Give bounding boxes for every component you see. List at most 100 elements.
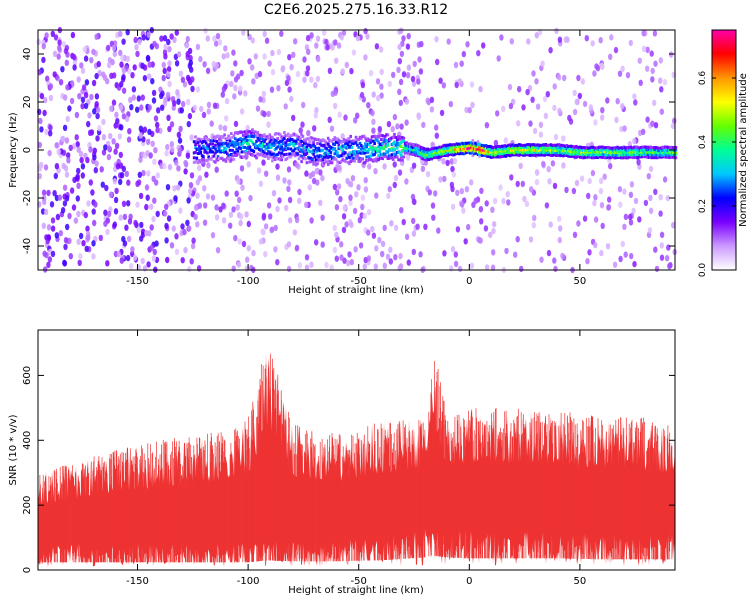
heatmap-ridge-cell xyxy=(257,138,261,142)
heatmap-cell xyxy=(187,112,193,120)
heatmap-cell xyxy=(124,170,129,178)
heatmap-ridge-cell xyxy=(585,149,589,153)
heatmap-cell xyxy=(562,74,567,82)
heatmap-cell xyxy=(453,251,458,258)
heatmap-cell xyxy=(397,169,403,176)
heatmap-cell xyxy=(42,109,47,117)
heatmap-ridge-cell xyxy=(482,151,485,155)
heatmap-ridge-cell xyxy=(231,148,234,152)
heatmap-cell xyxy=(152,197,157,204)
heatmap-cell xyxy=(233,76,239,83)
heatmap-cell xyxy=(288,217,293,224)
heatmap-cell xyxy=(44,32,49,39)
heatmap-cell xyxy=(469,81,475,88)
heatmap-cell xyxy=(224,97,230,105)
heatmap-cell xyxy=(667,263,672,270)
heatmap-ridge-cell xyxy=(452,153,456,157)
heatmap-cell xyxy=(164,203,169,210)
heatmap-ridge-cell xyxy=(348,137,351,141)
heatmap-cell xyxy=(600,222,605,230)
heatmap-cell xyxy=(205,193,211,200)
heatmap-cell xyxy=(307,184,312,191)
heatmap-ridge-cell xyxy=(628,155,631,159)
heatmap-cell xyxy=(410,75,416,83)
heatmap-ridge-cell xyxy=(378,134,382,138)
heatmap-cell xyxy=(641,128,646,135)
heatmap-ridge-cell xyxy=(364,142,367,146)
heatmap-cell xyxy=(625,72,631,79)
heatmap-ridge-cell xyxy=(293,147,297,151)
heatmap-cell xyxy=(478,206,484,213)
heatmap-ridge-cell xyxy=(488,150,492,154)
heatmap-ridge-cell xyxy=(438,145,441,149)
heatmap-cell xyxy=(261,90,266,98)
heatmap-ridge-cell xyxy=(322,161,326,165)
heatmap-ridge-cell xyxy=(239,137,242,141)
heatmap-ridge-cell xyxy=(409,152,412,156)
heatmap-cell xyxy=(189,172,195,179)
heatmap-cell xyxy=(60,207,66,214)
heatmap-cell xyxy=(248,194,253,202)
heatmap-cell xyxy=(47,256,53,263)
heatmap-ridge-cell xyxy=(316,142,319,145)
heatmap-ridge-cell xyxy=(261,137,265,141)
heatmap-cell xyxy=(405,43,411,50)
heatmap-cell xyxy=(202,219,208,226)
heatmap-cell xyxy=(188,188,193,195)
heatmap-ridge-cell xyxy=(560,143,563,147)
heatmap-ridge-cell xyxy=(502,145,505,149)
heatmap-cell xyxy=(501,197,506,205)
heatmap-cell xyxy=(490,264,496,271)
heatmap-cell xyxy=(210,232,216,239)
heatmap-ridge-cell xyxy=(653,156,656,160)
heatmap-ridge-cell xyxy=(237,142,241,146)
heatmap-ridge-cell xyxy=(316,148,319,152)
heatmap-cell xyxy=(81,240,86,247)
heatmap-ridge-cell xyxy=(211,150,214,154)
heatmap-cell xyxy=(250,64,255,71)
heatmap-ridge-cell xyxy=(391,157,395,161)
heatmap-cell xyxy=(398,99,403,107)
heatmap-ridge-cell xyxy=(565,153,569,157)
heatmap-ridge-cell xyxy=(272,144,276,147)
heatmap-cell xyxy=(137,171,142,178)
heatmap-cell xyxy=(338,195,343,203)
heatmap-cell xyxy=(376,94,381,102)
heatmap-cell xyxy=(66,157,71,164)
heatmap-ridge-cell xyxy=(462,142,465,146)
heatmap-cells xyxy=(36,26,677,274)
heatmap-ridge-cell xyxy=(364,136,367,140)
heatmap-cell xyxy=(292,229,298,236)
heatmap-ridge-cell xyxy=(223,133,226,137)
heatmap-ridge-cell xyxy=(241,133,245,137)
heatmap-cell xyxy=(154,179,159,186)
heatmap-cell xyxy=(429,96,435,104)
heatmap-ridge-cell xyxy=(325,154,329,158)
heatmap-cell xyxy=(217,39,223,46)
colorbar-ticks: 0.00.20.40.6 xyxy=(698,71,736,277)
heatmap-cell xyxy=(117,133,123,140)
snr-y-axis-label: SNR (10 * v/v) xyxy=(8,414,19,485)
heatmap-ridge-cell xyxy=(414,143,417,147)
heatmap-ridge-cell xyxy=(536,152,540,156)
heatmap-ridge-cell xyxy=(226,152,229,156)
heatmap-cell xyxy=(38,117,43,125)
heatmap-cell xyxy=(632,93,637,100)
heatmap-ridge-cell xyxy=(658,149,662,152)
heatmap-ridge-cell xyxy=(407,146,411,150)
heatmap-cell xyxy=(612,261,618,268)
heatmap-ridge-cell xyxy=(332,138,335,142)
heatmap-ridge-cell xyxy=(272,156,276,160)
heatmap-ridge-cell xyxy=(365,158,368,162)
heatmap-cell xyxy=(556,74,562,81)
heatmap-ridge-cell xyxy=(636,148,639,152)
heatmap-cell xyxy=(286,75,291,82)
heatmap-ridge-cell xyxy=(640,146,643,149)
heatmap-ridge-cell xyxy=(334,157,338,161)
heatmap-cell xyxy=(525,88,530,96)
heatmap-cell xyxy=(552,182,558,190)
heatmap-cell xyxy=(155,172,160,179)
heatmap-ridge-cell xyxy=(383,138,387,142)
heatmap-ridge-cell xyxy=(234,143,237,147)
heatmap-ridge-cell xyxy=(277,157,281,161)
